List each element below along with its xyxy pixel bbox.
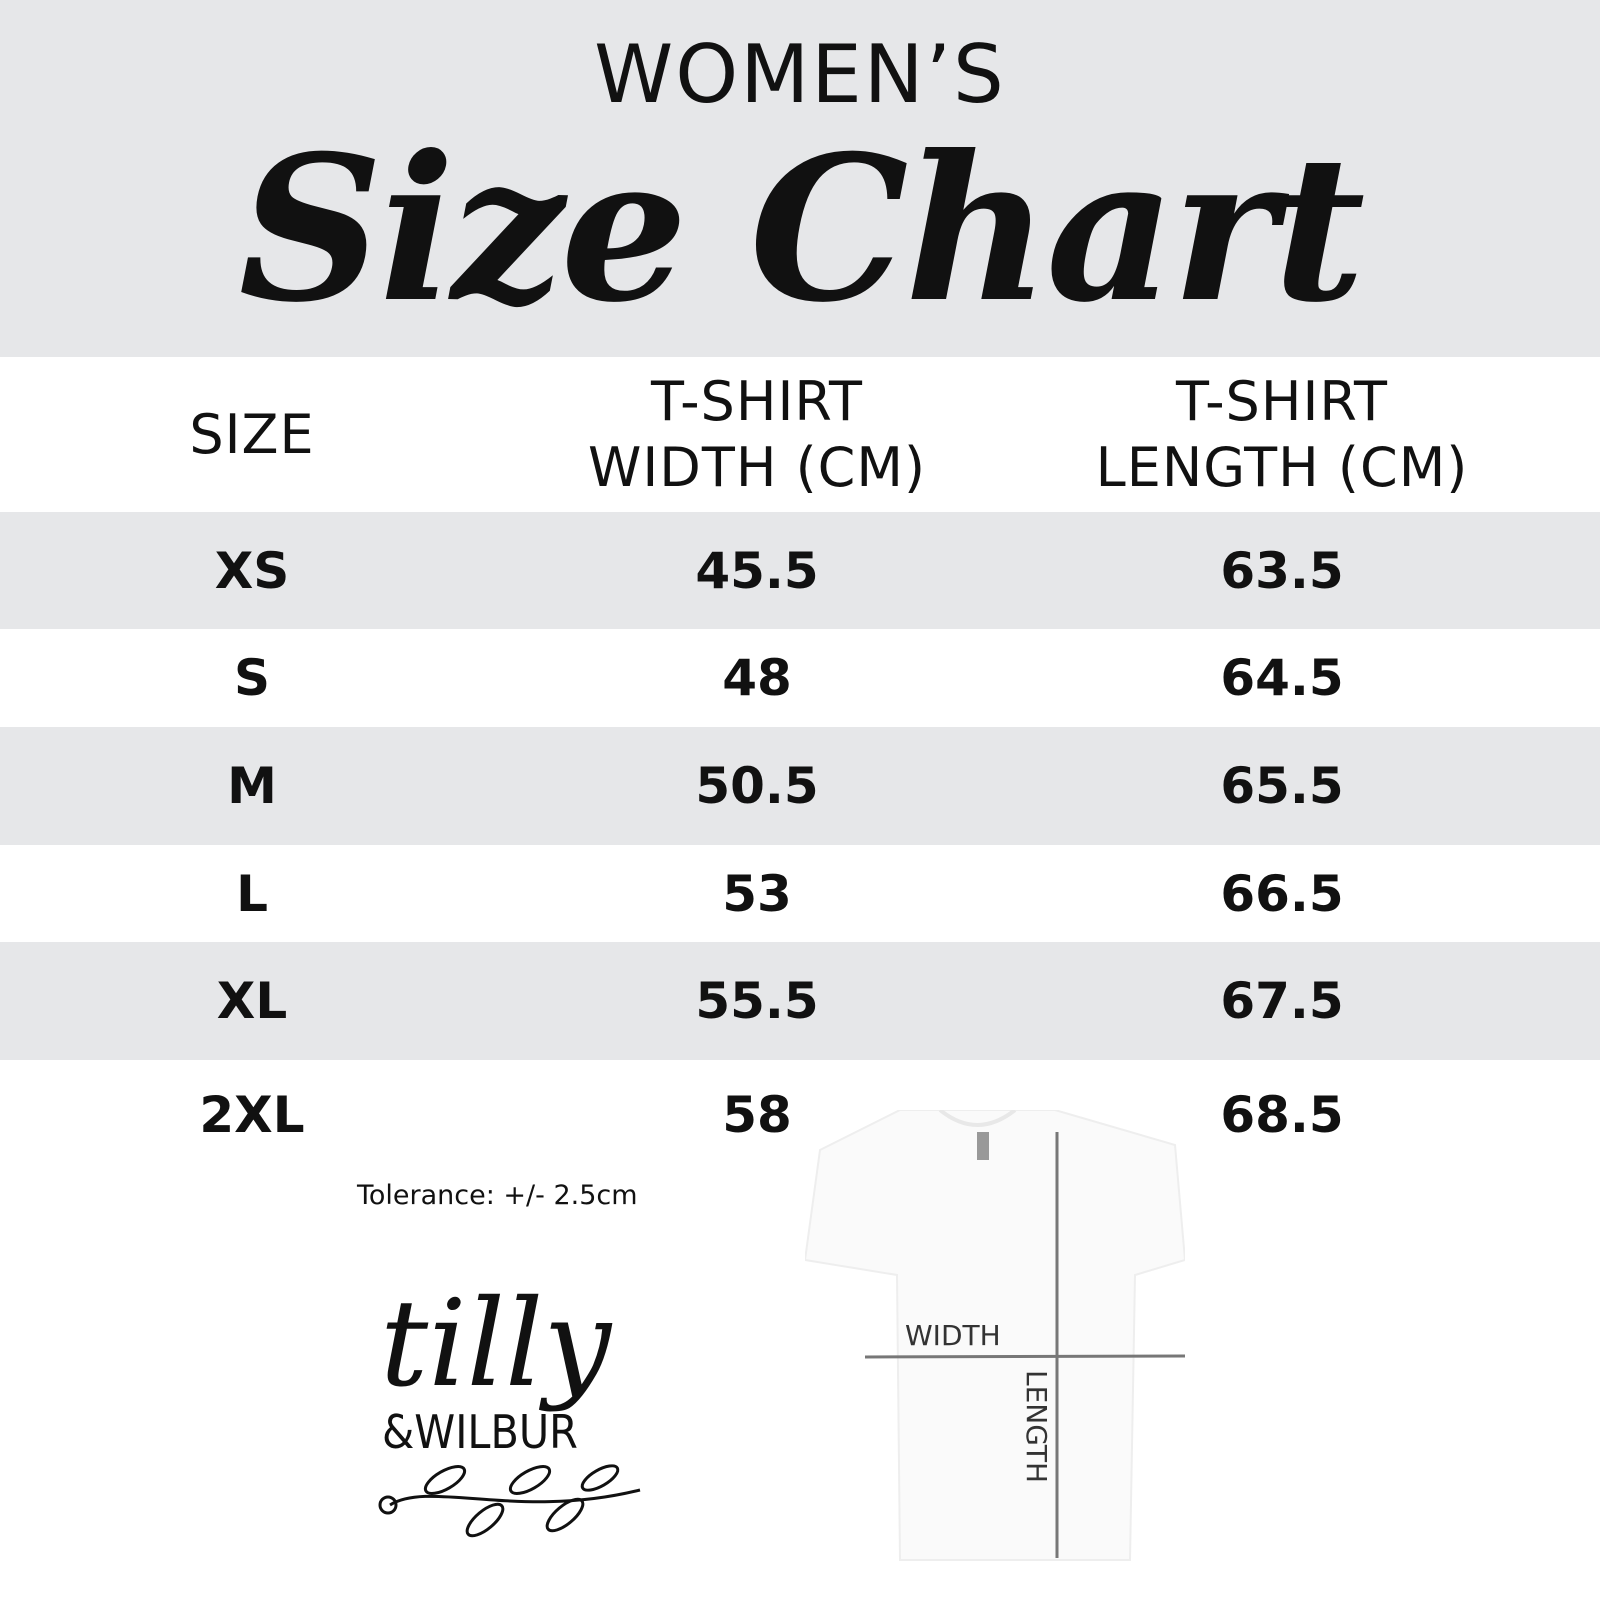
width-cell: 50.5 (695, 757, 819, 815)
width-cell: 48 (722, 649, 792, 707)
length-cell: 66.5 (1220, 864, 1344, 923)
logo-wilbur: &WILBUR (382, 1405, 578, 1459)
size-cell: S (233, 649, 270, 707)
table-row: 2XL 58 68.5 (0, 1060, 1600, 1170)
length-cell: 68.5 (1220, 1086, 1344, 1144)
table-row: M 50.5 65.5 (0, 727, 1600, 845)
table-row: S 48 64.5 (0, 629, 1600, 727)
neck-label (977, 1132, 989, 1160)
length-cell: 64.5 (1220, 649, 1344, 707)
header-band: WOMEN’S Size Chart (0, 0, 1600, 357)
leaf-branch-icon (378, 1464, 641, 1538)
width-cell: 45.5 (695, 541, 819, 600)
subtitle: WOMEN’S (594, 28, 1006, 121)
column-header-width: T-SHIRT WIDTH (CM) (587, 369, 927, 499)
column-header-size: SIZE (189, 402, 315, 466)
table-row: XS 45.5 63.5 (0, 512, 1600, 629)
page-title: Size Chart (238, 112, 1366, 347)
table-header: SIZE T-SHIRT WIDTH (CM) T-SHIRT LENGTH (… (0, 357, 1600, 512)
size-cell: XL (216, 972, 288, 1030)
size-cell: L (236, 864, 268, 923)
width-label: WIDTH (905, 1319, 1001, 1352)
size-cell: M (227, 757, 277, 815)
length-cell: 65.5 (1220, 757, 1344, 815)
length-cell: 67.5 (1220, 972, 1344, 1030)
table-row: XL 55.5 67.5 (0, 942, 1600, 1060)
size-cell: XS (214, 541, 290, 600)
logo-tilly: tilly (380, 1275, 613, 1414)
width-cell: 55.5 (695, 972, 819, 1030)
table-row: L 53 66.5 (0, 845, 1600, 942)
width-line (864, 1354, 1186, 1359)
tshirt-measurement-diagram: WIDTH LENGTH (803, 1108, 1187, 1570)
width-cell: 53 (722, 864, 792, 923)
tolerance-note: Tolerance: +/- 2.5cm (357, 1180, 638, 1211)
length-label: LENGTH (1020, 1370, 1053, 1483)
length-cell: 63.5 (1220, 541, 1344, 600)
column-header-length: T-SHIRT LENGTH (CM) (1095, 369, 1469, 499)
size-cell: 2XL (199, 1086, 305, 1144)
width-cell: 58 (722, 1086, 792, 1144)
brand-logo: tilly &WILBUR (370, 1260, 660, 1550)
tshirt-shape (803, 1109, 1187, 1561)
